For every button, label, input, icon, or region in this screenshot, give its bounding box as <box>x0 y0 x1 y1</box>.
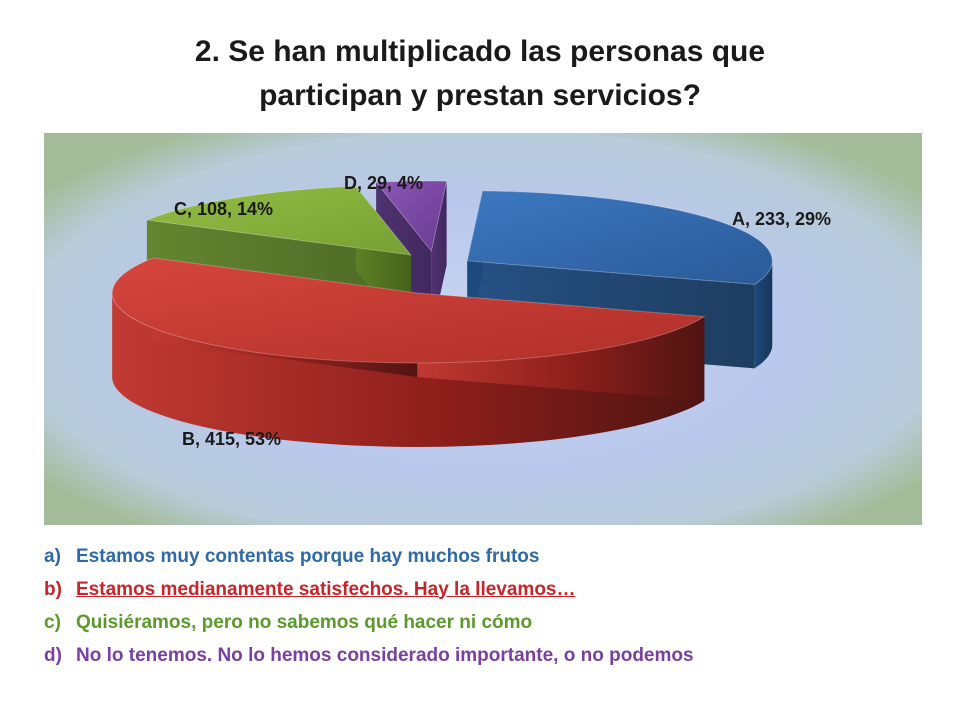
data-label-c: C, 108, 14% <box>174 199 273 219</box>
option-a: a) Estamos muy contentas porque hay much… <box>44 540 924 573</box>
option-b-text: Estamos medianamente satisfechos. Hay la… <box>76 578 576 600</box>
page-title: 2. Se han multiplicado las personas que … <box>40 30 920 118</box>
option-b-letter: b) <box>44 578 62 600</box>
pie-chart: A, 233, 29% B, 415, 53% C, 108, 14% D, 29, … <box>44 133 922 525</box>
option-d: d) No lo tenemos. No lo hemos considerad… <box>44 639 924 672</box>
pie-slice-b <box>111 257 706 447</box>
slice-top-c <box>144 185 413 256</box>
option-d-letter: d) <box>44 644 62 666</box>
slice-top-b <box>111 257 706 364</box>
title-line-2: participan y prestan servicios? <box>259 79 701 112</box>
title-line-1: 2. Se han multiplicado las personas que <box>194 35 766 68</box>
pie-chart-svg: A, 233, 29% B, 415, 53% C, 108, 14% D, 29, … <box>44 133 922 525</box>
slice-top-a <box>466 190 773 285</box>
option-c-text: Quisiéramos, pero no sabemos qué hacer n… <box>76 611 533 633</box>
option-a-text: Estamos muy contentas porque hay muchos … <box>76 545 540 567</box>
data-label-b: B, 415, 53% <box>182 429 281 449</box>
data-label-d: D, 29, 4% <box>344 173 423 193</box>
option-c: c) Quisiéramos, pero no sabemos qué hace… <box>44 606 924 639</box>
option-d-text: No lo tenemos. No lo hemos considerado i… <box>76 644 694 666</box>
option-c-letter: c) <box>44 611 61 633</box>
option-a-letter: a) <box>44 545 61 567</box>
slice-top-d <box>375 180 448 253</box>
data-label-a: A, 233, 29% <box>732 209 831 229</box>
option-b: b) Estamos medianamente satisfechos. Hay… <box>44 573 924 606</box>
slice-side-a <box>754 260 773 369</box>
answer-options: a) Estamos muy contentas porque hay much… <box>44 540 924 672</box>
